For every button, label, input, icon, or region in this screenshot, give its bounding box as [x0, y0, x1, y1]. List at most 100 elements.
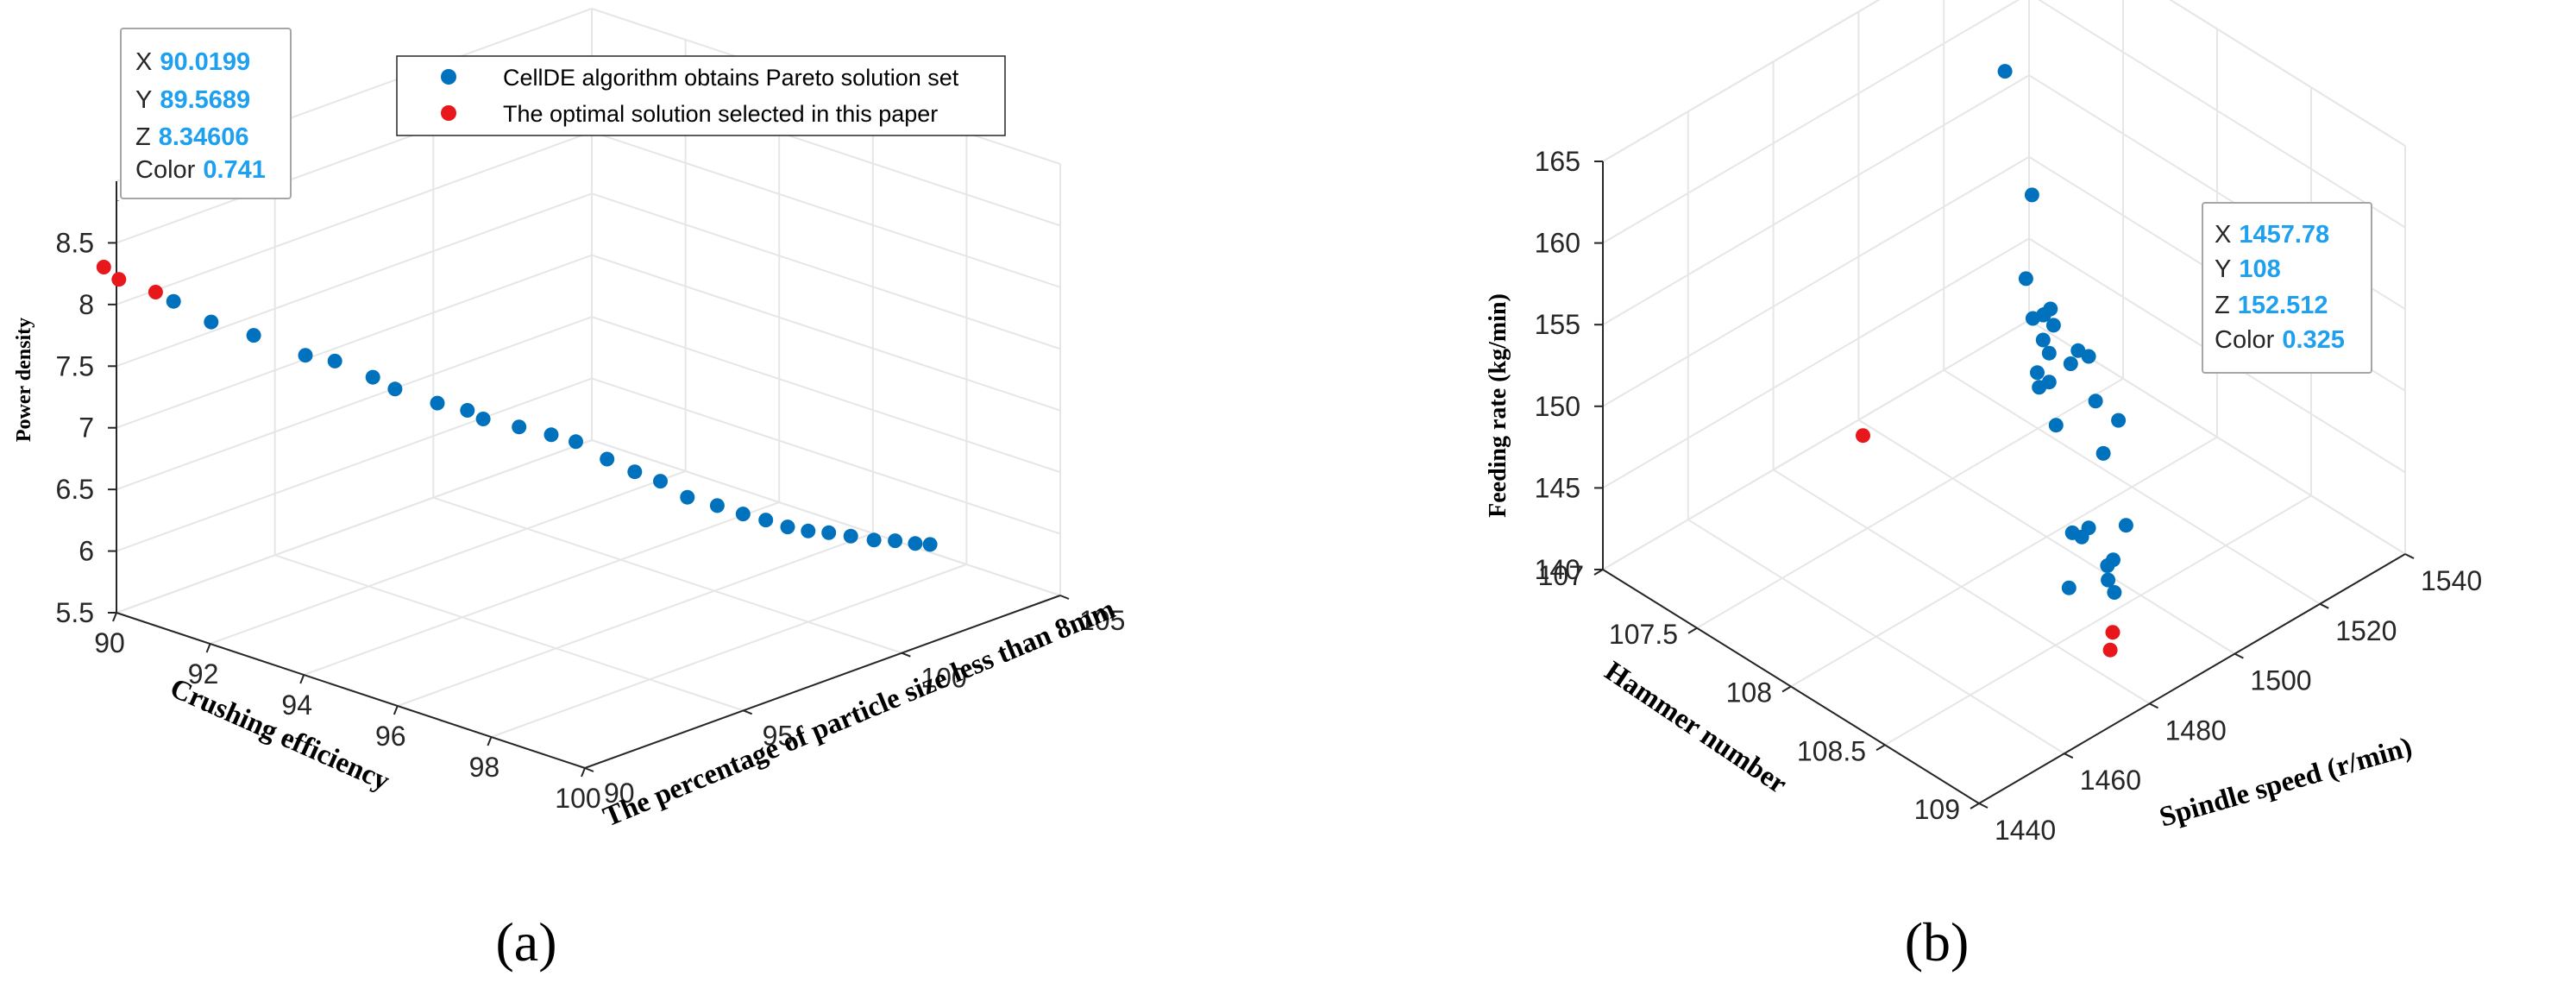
x-tick-mark: [1687, 627, 1698, 634]
datatip-row-x: X 1457.78: [2215, 221, 2329, 249]
gridline: [116, 439, 593, 614]
gridline: [1687, 519, 2065, 755]
z-tick-label: 150: [1535, 391, 1580, 422]
x-tick-mark: [393, 705, 399, 715]
gridline: [116, 377, 593, 552]
gridline: [1773, 469, 2151, 705]
legend-box: [396, 55, 1006, 136]
z-tick-label: 140: [1535, 554, 1580, 585]
legend-entry-optimal: The optimal solution selected in this pa…: [503, 101, 938, 127]
pareto-point: [2088, 394, 2103, 409]
chart-a-points: [96, 260, 938, 552]
pareto-point: [543, 427, 559, 443]
datatip-row-y: Y 108: [2215, 255, 2281, 283]
optimal-point: [1856, 428, 1870, 444]
x-tick-mark: [487, 736, 493, 746]
optimal-point: [2105, 625, 2120, 640]
gridline: [2169, 0, 2406, 147]
pareto-point: [2024, 187, 2039, 203]
pareto-point: [801, 523, 816, 538]
pareto-point: [653, 474, 668, 489]
x-tick-label: 107.5: [1609, 619, 1678, 650]
gridline: [274, 554, 744, 712]
x-tick-mark: [112, 612, 117, 622]
y-tick-mark: [584, 767, 594, 772]
z-tick-label: 165: [1535, 146, 1580, 177]
pareto-point: [2041, 345, 2057, 361]
chart-b-ticks: 107 107.5 108 108.5 109 1440 1460 1480 1500 1520 1…: [1535, 146, 2483, 846]
y-tick-mark: [901, 652, 911, 658]
z-tick-label: 7.5: [56, 350, 94, 381]
pareto-point: [2045, 318, 2061, 333]
datatip-row-z: Z 152.512: [2215, 292, 2328, 319]
gridline: [116, 192, 593, 368]
y-tick-mark: [743, 709, 753, 715]
pareto-point: [430, 395, 445, 411]
pareto-point: [2041, 375, 2057, 390]
chart-b-zlabel: Feeding rate (kg/min): [1485, 293, 1511, 518]
optimal-point: [111, 272, 127, 287]
x-tick-label: 107: [1538, 560, 1584, 591]
pareto-point: [2095, 445, 2111, 461]
legend-marker-optimal: [441, 105, 456, 121]
pareto-point: [709, 498, 725, 513]
gridline: [591, 192, 1061, 350]
gridline: [116, 254, 593, 429]
pareto-point: [2018, 271, 2033, 287]
pareto-point: [680, 489, 695, 505]
x-tick-mark: [205, 643, 211, 653]
pareto-point: [866, 532, 882, 548]
pareto-point: [2043, 301, 2058, 317]
x-tick-label: 92: [188, 658, 219, 690]
y-tick-mark: [2319, 602, 2329, 609]
x-tick-label: 98: [469, 752, 500, 783]
optimal-point: [2102, 642, 2118, 658]
gridline: [1696, 377, 2124, 629]
y-tick-mark: [2149, 702, 2159, 709]
gridline: [433, 496, 902, 654]
z-tick-label: 160: [1535, 228, 1580, 259]
x-tick-mark: [581, 767, 586, 778]
datatip-row-z: Z 8.34606: [135, 123, 249, 151]
pareto-point: [2118, 518, 2133, 533]
pareto-point: [821, 525, 837, 540]
x-tick-label: 94: [281, 690, 312, 721]
datatip-row-y: Y 89.5689: [135, 86, 250, 114]
chart-b-points: [1856, 64, 2133, 658]
pareto-point: [2048, 418, 2064, 433]
pareto-point: [843, 528, 858, 544]
pareto-point: [908, 536, 923, 551]
gridline: [491, 564, 967, 738]
y-tick-mark: [2064, 753, 2074, 759]
x-tick-mark: [1970, 803, 1980, 809]
chart-a-zlabel: Power density: [13, 318, 35, 442]
chart-a-xlabel: Crushing efficiency: [166, 672, 394, 797]
pareto-point: [2025, 311, 2040, 326]
chart-a-axes: [108, 181, 1070, 778]
x-tick-label: 109: [1914, 794, 1960, 825]
y-tick-label: 1500: [2250, 665, 2311, 696]
caption-a: (a): [495, 911, 556, 973]
y-tick-mark: [1059, 595, 1070, 600]
pareto-point: [2063, 356, 2078, 371]
optimal-point: [96, 260, 111, 274]
gridline: [1602, 74, 2030, 326]
pareto-point: [735, 507, 751, 522]
y-tick-label: 95: [763, 720, 794, 751]
pareto-point: [1997, 64, 2013, 79]
pareto-point: [2101, 572, 2116, 588]
chart-a-datatip: X 90.0199 Y 89.5689 Z 8.34606 Color 0.741: [117, 28, 292, 201]
pareto-point: [758, 513, 774, 528]
x-tick-mark: [1875, 744, 1886, 752]
gridline: [2038, 0, 2406, 229]
gridline: [1884, 494, 2312, 746]
pareto-point: [246, 328, 261, 343]
datatip-box: [120, 28, 292, 199]
y-tick-label: 100: [920, 663, 966, 694]
pareto-point: [2064, 525, 2080, 540]
chart-b-ylabel: Spindle speed (r/min): [2156, 732, 2416, 834]
gridline: [1602, 319, 2030, 570]
x-tick-mark: [1781, 685, 1792, 693]
